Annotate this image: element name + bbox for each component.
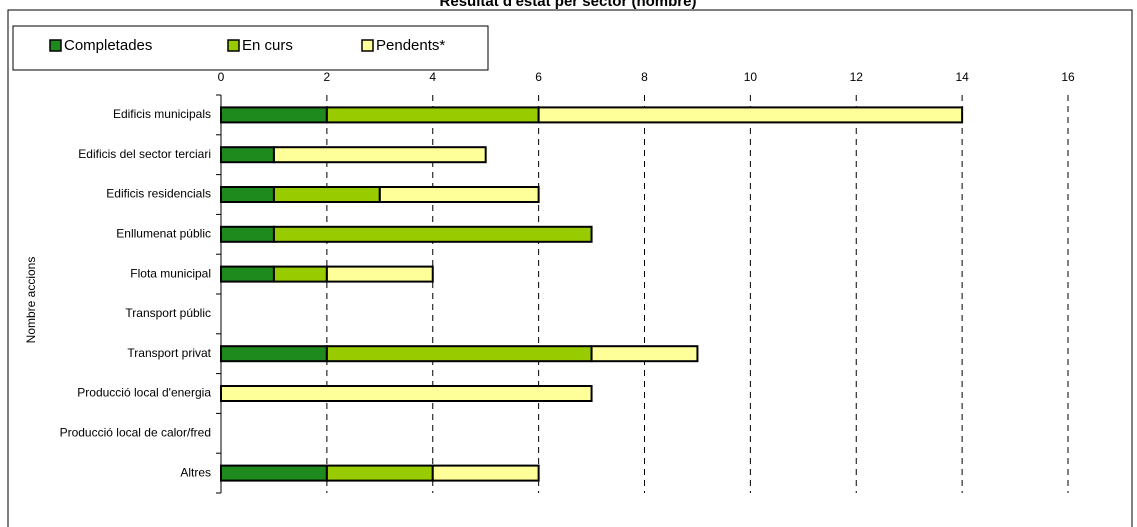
bar-segment [220, 464, 328, 482]
bar-segment [272, 146, 487, 164]
y-tick-label: Flota municipal [130, 266, 211, 280]
legend-swatch [361, 39, 374, 52]
x-tick-label: 0 [218, 70, 225, 84]
y-axis-label: Nombre accions [24, 257, 38, 344]
legend-box [12, 25, 489, 71]
y-tick-label: Producció local d'energia [77, 386, 211, 400]
bar-segment [325, 464, 434, 482]
bar-segment [378, 186, 540, 203]
bar-segment [325, 345, 593, 363]
x-tick-label: 14 [955, 70, 969, 84]
x-tick-label: 10 [744, 70, 758, 84]
bar-segment [590, 345, 699, 363]
y-tick-label: Edificis residencials [106, 187, 211, 201]
bar-segment [220, 345, 328, 363]
x-tick-label: 6 [535, 70, 542, 84]
bar-segment [537, 106, 964, 124]
bar-segment [272, 225, 593, 243]
bar-segment [272, 265, 328, 283]
x-tick-label: 12 [850, 70, 864, 84]
chart-title: Resultat d'estat per sector (nombre) [440, 0, 697, 10]
y-tick-label: Edificis del sector terciari [78, 147, 211, 161]
x-tick-label: 4 [429, 70, 436, 84]
y-tick-label: Producció local de calor/fred [60, 425, 211, 439]
x-tick-label: 16 [1061, 70, 1075, 84]
y-tick-label: Transport públic [125, 306, 211, 320]
bar-segment [220, 225, 275, 243]
bar-segment [325, 265, 434, 283]
legend-label: Completades [64, 37, 152, 54]
legend-swatch [49, 39, 62, 52]
x-tick-label: 2 [324, 70, 331, 84]
bar-segment [220, 265, 275, 283]
bar-segment [220, 146, 275, 164]
y-tick-label: Edificis municipals [113, 107, 211, 121]
legend-swatch [227, 39, 240, 52]
bar-segment [220, 385, 593, 402]
bar-segment [220, 106, 328, 124]
bar-segment [431, 464, 540, 482]
legend-label: Pendents* [376, 37, 445, 54]
bar-segment [325, 106, 540, 124]
legend-label: En curs [242, 37, 293, 54]
y-tick-label: Altres [180, 465, 211, 479]
y-tick-label: Enllumenat públic [116, 226, 211, 240]
bar-segment [272, 186, 381, 203]
chart-frame [7, 9, 1133, 527]
bar-segment [220, 186, 275, 203]
x-tick-label: 8 [641, 70, 648, 84]
y-tick-label: Transport privat [127, 346, 211, 360]
